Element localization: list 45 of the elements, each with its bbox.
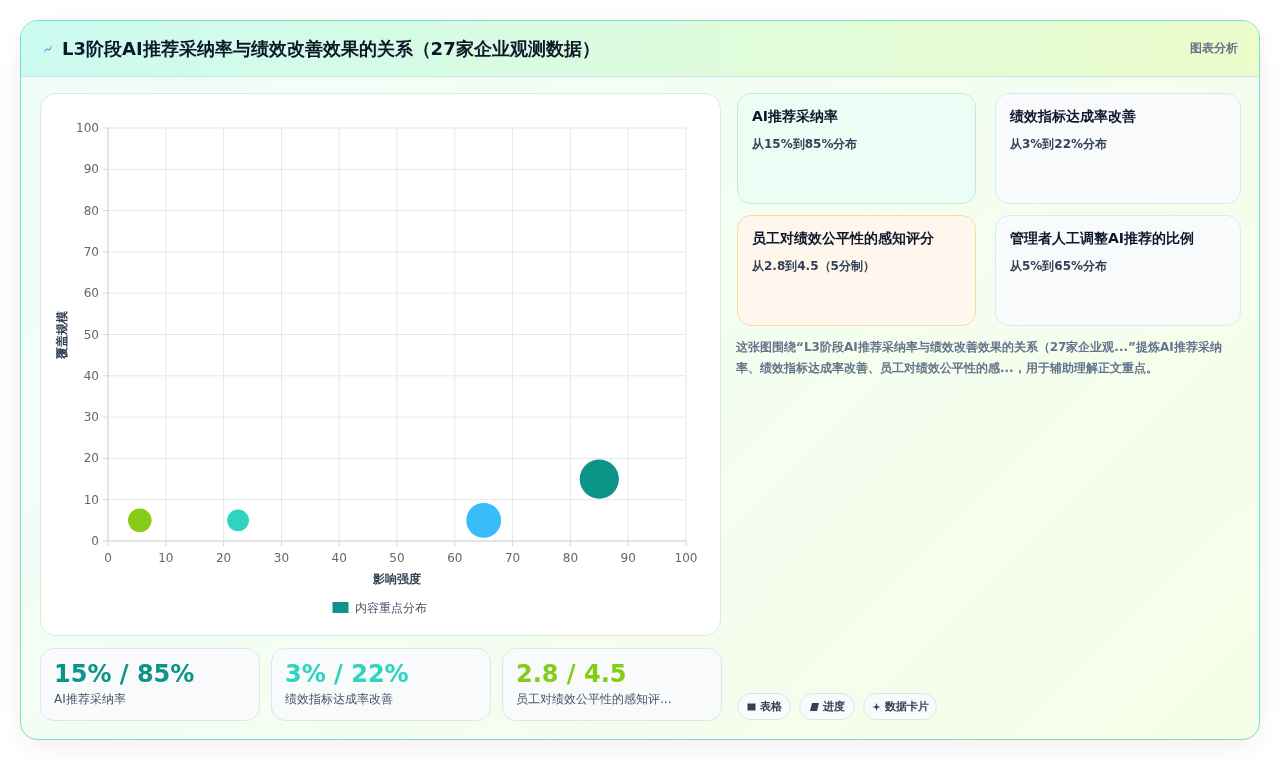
y-tick-label: 90 <box>83 162 99 177</box>
y-tick-label: 50 <box>83 327 99 342</box>
text: AI推荐采纳率 <box>752 108 840 126</box>
y-tick-label: 40 <box>83 368 99 383</box>
y-tick-label: 80 <box>83 203 99 218</box>
x-tick-label: 10 <box>158 551 174 565</box>
y-tick-label: 0 <box>91 534 99 548</box>
x-tick-label: 30 <box>273 551 290 565</box>
y-tick-label: 70 <box>83 244 99 259</box>
legend-label: 内容重点分布 <box>354 601 427 615</box>
x-tick-label: 0 <box>104 551 112 565</box>
text: 员工对绩效公平性的感知评... <box>516 691 673 708</box>
y-tick-label: 20 <box>83 451 99 466</box>
text: 从3%到22%分布 <box>1010 136 1109 153</box>
y-tick-label: 60 <box>83 286 99 301</box>
text: AI推荐采纳率 <box>54 691 127 708</box>
text: 3% / 22% <box>285 659 410 689</box>
x-tick-label: 70 <box>504 551 521 565</box>
y-tick-label: 30 <box>83 410 99 425</box>
text: 管理者人工调整AI推荐的比例 <box>1010 230 1196 248</box>
x-tick-label: 40 <box>331 551 347 565</box>
y-axis-title: 覆盖规模 <box>55 310 69 360</box>
x-tick-label: 60 <box>447 551 463 565</box>
text: 这张图围绕“L3阶段AI推荐采纳率与绩效改善效果的关系（27家企业观...”提炼AI推荐采纳率、绩效指标达成率改善、员工对绩效公平性的感...，用于辅助理解正文重点。 <box>736 339 1223 377</box>
x-tick-label: 90 <box>620 551 636 565</box>
text: 从15%到85%分布 <box>752 136 859 153</box>
text: 从5%到65%分布 <box>1010 258 1109 275</box>
x-tick-label: 100 <box>674 551 698 565</box>
text: 15% / 85% <box>54 659 196 689</box>
text: 图表分析 <box>1190 40 1238 57</box>
x-tick-label: 80 <box>562 551 579 565</box>
text: 员工对绩效公平性的感知评分 <box>752 230 935 248</box>
text: 进度 <box>822 699 845 714</box>
text: 从2.8到4.5（5分制） <box>752 258 876 275</box>
x-axis-title: 影响强度 <box>372 572 421 586</box>
y-tick-label: 100 <box>76 121 99 135</box>
x-tick-label: 20 <box>215 551 232 565</box>
text: 绩效指标达成率改善 <box>1010 108 1137 126</box>
text: 数据卡片 <box>884 699 929 714</box>
text: 2.8 / 4.5 <box>516 659 628 689</box>
text: 绩效指标达成率改善 <box>285 691 394 708</box>
x-tick-label: 50 <box>389 551 405 565</box>
y-tick-label: 10 <box>83 492 99 507</box>
chart-title: L3阶段AI推荐采纳率与绩效改善效果的关系（27家企业观测数据） <box>62 37 600 61</box>
text: 表格 <box>759 699 782 714</box>
